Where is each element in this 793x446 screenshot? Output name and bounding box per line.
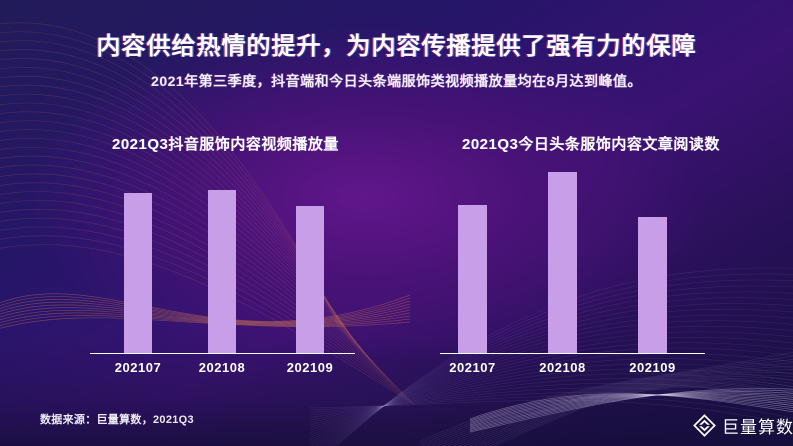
bar-202108 [208,190,236,353]
chart-title-left: 2021Q3抖音服饰内容视频播放量 [112,136,339,153]
x-axis-label: 202107 [449,360,496,375]
bar-202108 [548,172,577,353]
x-axis-label: 202108 [198,360,246,375]
bar-202107 [124,193,152,353]
toutiao-article-reads-chart: 2021Q3今日头条服饰内容文章阅读数 202107 202108 202109 [440,133,720,378]
douyin-video-plays-chart: 2021Q3抖音服饰内容视频播放量 202107 202108 202109 [90,133,355,378]
diamond-logo-icon [693,414,716,437]
bar-202107 [458,205,487,353]
data-source-note: 数据来源：巨量算数，2021Q3 [40,414,194,426]
page-title: 内容供给热情的提升，为内容传播提供了强有力的保障 [96,33,697,60]
juliang-suanshu-logo: 巨量算数 [693,413,793,438]
x-axis-label: 202108 [539,360,586,375]
logo-text: 巨量算数 [722,418,793,437]
bar-202109 [296,206,324,353]
x-axis-label: 202109 [286,360,334,375]
bar-202109 [638,217,667,353]
chart-title-right: 2021Q3今日头条服饰内容文章阅读数 [462,136,720,153]
plot-area-right [440,170,705,354]
plot-area-left [90,170,355,354]
page-subtitle: 2021年第三季度，抖音端和今日头条端服饰类视频播放量均在8月达到峰值。 [151,73,642,89]
x-axis-label: 202107 [114,360,162,375]
x-axis-label: 202109 [629,360,676,375]
